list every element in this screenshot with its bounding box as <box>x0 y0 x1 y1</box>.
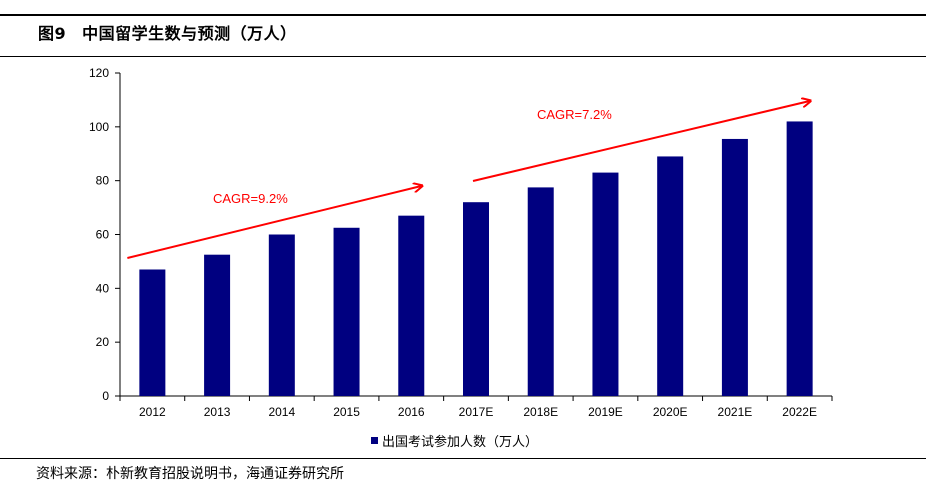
source-note: 资料来源：朴新教育招股说明书，海通证券研究所 <box>36 466 344 482</box>
x-tick-label: 2016 <box>398 405 425 419</box>
bar-2013 <box>204 254 231 396</box>
x-tick-label: 2021E <box>718 405 753 419</box>
bar-2016 <box>398 215 425 396</box>
title-rule <box>0 56 926 57</box>
bar-2021E <box>721 138 748 396</box>
y-tick-label: 0 <box>102 389 109 403</box>
bar-2018E <box>527 187 554 396</box>
y-tick-label: 20 <box>96 335 110 349</box>
x-tick-label: 2015 <box>333 405 360 419</box>
bar-2015 <box>333 227 360 396</box>
cagr-label-1: CAGR=9.2% <box>213 191 288 206</box>
x-tick-label: 2017E <box>459 405 494 419</box>
y-tick-label: 80 <box>96 174 110 188</box>
y-tick-label: 60 <box>96 228 110 242</box>
figure-title-text: 中国留学生数与预测（万人） <box>82 24 297 43</box>
figure-number: 图9 <box>38 24 67 43</box>
cagr-arrow-1 <box>127 186 421 259</box>
figure-title: 图9 中国留学生数与预测（万人） <box>38 20 297 44</box>
cagr-label-2: CAGR=7.2% <box>537 107 612 122</box>
legend: 出国考试参加人数（万人） <box>371 431 538 450</box>
bar-2017E <box>463 202 489 396</box>
legend-label: 出国考试参加人数（万人） <box>382 435 539 450</box>
x-tick-label: 2018E <box>523 405 558 419</box>
x-tick-label: 2013 <box>204 405 231 419</box>
bar-2012 <box>139 269 166 396</box>
cagr-arrow-2 <box>472 101 810 182</box>
x-tick-label: 2020E <box>653 405 688 419</box>
legend-swatch <box>371 437 378 444</box>
x-tick-label: 2022E <box>782 405 817 419</box>
bar-2022E <box>786 121 813 396</box>
x-tick-label: 2012 <box>139 405 166 419</box>
y-tick-label: 40 <box>96 281 110 295</box>
y-tick-label: 100 <box>89 120 109 134</box>
x-tick-label: 2019E <box>588 405 623 419</box>
x-tick-label: 2014 <box>268 405 295 419</box>
bar-2020E <box>657 156 684 396</box>
bar-2014 <box>268 234 295 396</box>
y-tick-label: 120 <box>89 66 109 80</box>
bottom-rule <box>0 458 926 459</box>
top-rule <box>0 14 926 16</box>
bar-2019E <box>592 172 619 396</box>
